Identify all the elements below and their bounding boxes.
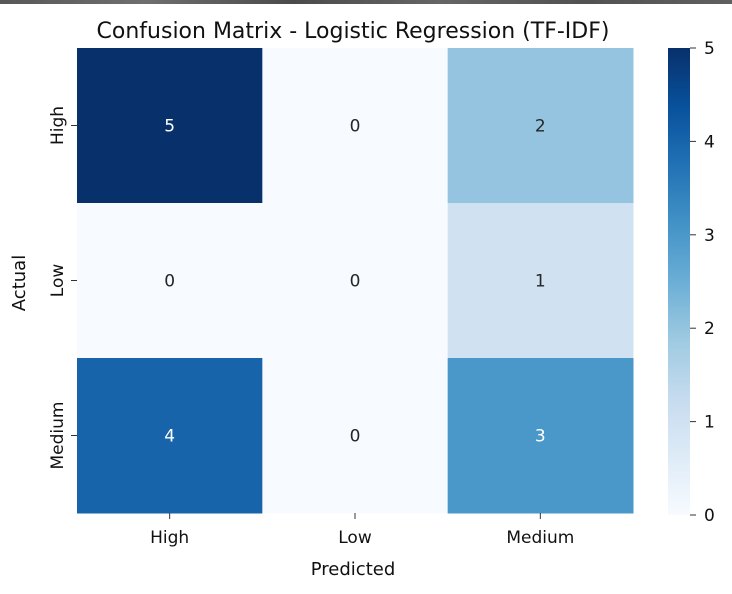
chart-title: Confusion Matrix - Logistic Regression (… bbox=[97, 19, 610, 44]
colorbar-tick-label: 2 bbox=[704, 319, 715, 339]
cell-value-label: 0 bbox=[164, 272, 175, 292]
cell-value-label: 0 bbox=[350, 427, 361, 447]
x-tick-label: Medium bbox=[506, 528, 574, 548]
y-tick-label: Low bbox=[48, 264, 68, 298]
heatmap-cell bbox=[447, 203, 634, 359]
cell-value-label: 2 bbox=[535, 117, 546, 137]
heatmap-cell bbox=[447, 358, 634, 514]
cell-value-label: 3 bbox=[535, 427, 546, 447]
cell-value-label: 1 bbox=[535, 272, 546, 292]
x-tick-label: High bbox=[150, 528, 189, 548]
colorbar-tick-label: 0 bbox=[704, 506, 715, 526]
heatmap-cell bbox=[77, 203, 263, 359]
heatmap-cell-labels: 5 0 2 0 0 1 4 0 3 bbox=[164, 117, 545, 447]
top-border-strip bbox=[0, 0, 732, 4]
colorbar-tick-label: 3 bbox=[704, 226, 715, 246]
y-tick-label: Medium bbox=[48, 402, 68, 470]
colorbar-tick-label: 5 bbox=[704, 39, 715, 59]
y-axis-ticks: High Low Medium bbox=[48, 106, 77, 470]
heatmap-cell bbox=[262, 358, 449, 514]
cell-value-label: 0 bbox=[350, 117, 361, 137]
colorbar-tick-label: 4 bbox=[704, 132, 715, 152]
x-axis-ticks: High Low Medium bbox=[150, 513, 574, 548]
heatmap-cell bbox=[262, 48, 449, 204]
heatmap-cell bbox=[77, 358, 263, 514]
colorbar bbox=[668, 48, 690, 515]
colorbar-ticks: 0 1 2 3 4 5 bbox=[690, 39, 715, 526]
heatmap-cell bbox=[447, 48, 634, 204]
y-axis-label: Actual bbox=[9, 255, 30, 311]
cell-value-label: 5 bbox=[164, 117, 175, 137]
heatmap-cell bbox=[262, 203, 449, 359]
colorbar-tick-label: 1 bbox=[704, 413, 715, 433]
x-tick-label: Low bbox=[338, 528, 372, 548]
cell-value-label: 0 bbox=[350, 272, 361, 292]
x-axis-label: Predicted bbox=[311, 559, 396, 580]
cell-value-label: 4 bbox=[164, 427, 175, 447]
heatmap-cells bbox=[77, 48, 634, 514]
y-tick-label: High bbox=[48, 106, 68, 145]
heatmap-cell bbox=[77, 48, 263, 204]
